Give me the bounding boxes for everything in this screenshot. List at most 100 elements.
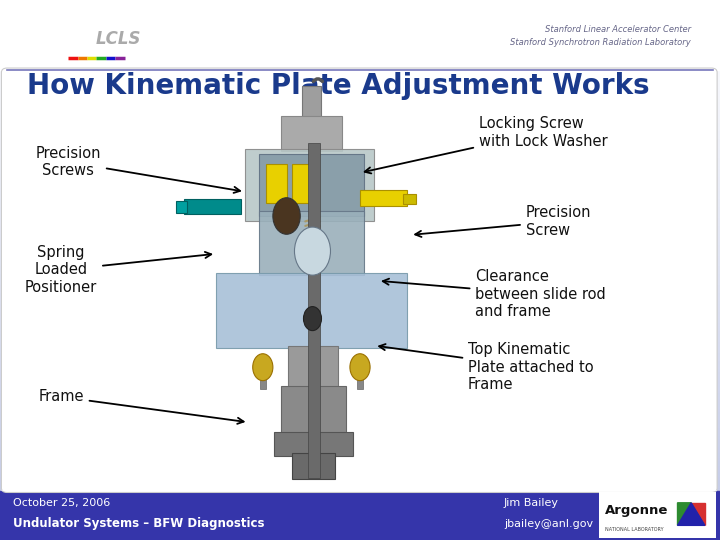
- Bar: [0, 178, 720, 181]
- Bar: [0, 286, 720, 289]
- Bar: [0, 132, 720, 135]
- Bar: [184, 199, 241, 214]
- Bar: [0, 135, 720, 138]
- Bar: [0, 143, 720, 146]
- Text: October 25, 2006: October 25, 2006: [13, 498, 110, 508]
- Bar: [0, 470, 720, 472]
- Bar: [0, 59, 720, 62]
- Bar: [0, 389, 720, 392]
- Bar: [0, 497, 720, 500]
- Bar: [0, 440, 720, 443]
- Bar: [0, 140, 720, 143]
- Bar: [0, 359, 720, 362]
- Bar: [0, 319, 720, 321]
- Bar: [0, 316, 720, 319]
- Ellipse shape: [273, 198, 300, 234]
- Bar: [0, 491, 720, 494]
- Bar: [0, 46, 720, 49]
- Bar: [0, 521, 720, 524]
- Bar: [0, 151, 720, 154]
- Bar: [0, 240, 720, 243]
- Bar: [0, 494, 720, 497]
- Bar: [0, 43, 720, 46]
- Bar: [0, 176, 720, 178]
- Bar: [0, 535, 720, 537]
- Bar: [0, 273, 720, 275]
- Text: Top Kinematic
Plate attached to
Frame: Top Kinematic Plate attached to Frame: [379, 342, 593, 392]
- Bar: [0, 270, 720, 273]
- Text: Undulator Systems – BFW Diagnostics: Undulator Systems – BFW Diagnostics: [13, 517, 264, 530]
- Bar: [0, 5, 720, 8]
- Bar: [0, 338, 720, 340]
- Bar: [0, 0, 720, 3]
- Bar: [0, 343, 720, 346]
- Bar: [0, 467, 720, 470]
- Bar: [0, 35, 720, 38]
- Bar: [0, 292, 720, 294]
- Bar: [0, 297, 720, 300]
- Bar: [0, 532, 720, 535]
- Text: Stanford Synchrotron Radiation Laboratory: Stanford Synchrotron Radiation Laborator…: [510, 38, 691, 46]
- Bar: [0, 154, 720, 157]
- Bar: [0, 40, 720, 43]
- Bar: [0, 340, 720, 343]
- Bar: [0, 57, 720, 59]
- Bar: [0, 192, 720, 194]
- Bar: [0, 451, 720, 454]
- Bar: [0, 259, 720, 262]
- Bar: [0, 256, 720, 259]
- Bar: [0, 84, 720, 86]
- Bar: [0, 448, 720, 451]
- Bar: [0, 103, 720, 105]
- Bar: [245, 148, 374, 221]
- Bar: [0, 92, 720, 94]
- Bar: [0, 65, 720, 68]
- Bar: [0, 94, 720, 97]
- Bar: [0, 313, 720, 316]
- Bar: [0, 32, 720, 35]
- Bar: [0, 265, 720, 267]
- Bar: [0, 275, 720, 278]
- Bar: [0, 68, 720, 70]
- Bar: [0, 232, 720, 235]
- Bar: [0, 70, 720, 73]
- Bar: [0, 130, 720, 132]
- Bar: [0, 502, 720, 505]
- Bar: [0, 356, 720, 359]
- Bar: [0, 148, 720, 151]
- Bar: [0, 335, 720, 338]
- Bar: [0, 11, 720, 14]
- Bar: [0, 421, 720, 424]
- Bar: [0, 408, 720, 410]
- Bar: [0, 262, 720, 265]
- Bar: [0, 108, 720, 111]
- Bar: [0, 529, 720, 532]
- Bar: [0, 97, 720, 100]
- Bar: [266, 164, 287, 202]
- Bar: [0, 394, 720, 397]
- Bar: [0, 424, 720, 427]
- Bar: [0, 300, 720, 302]
- Bar: [274, 432, 353, 456]
- Bar: [0, 378, 720, 381]
- Bar: [0, 0, 720, 71]
- Bar: [0, 392, 720, 394]
- Bar: [216, 273, 407, 348]
- Bar: [308, 143, 320, 478]
- Bar: [259, 154, 364, 216]
- Text: Frame: Frame: [38, 389, 243, 424]
- Bar: [0, 200, 720, 202]
- Text: How Kinematic Plate Adjustment Works: How Kinematic Plate Adjustment Works: [27, 72, 650, 100]
- Bar: [0, 119, 720, 122]
- Bar: [0, 89, 720, 92]
- Bar: [0, 537, 720, 540]
- Bar: [0, 429, 720, 432]
- Bar: [0, 246, 720, 248]
- Ellipse shape: [350, 354, 370, 381]
- Bar: [0, 254, 720, 256]
- Bar: [288, 346, 338, 389]
- Bar: [0, 446, 720, 448]
- Bar: [0, 14, 720, 16]
- Bar: [0, 351, 720, 354]
- Bar: [0, 167, 720, 170]
